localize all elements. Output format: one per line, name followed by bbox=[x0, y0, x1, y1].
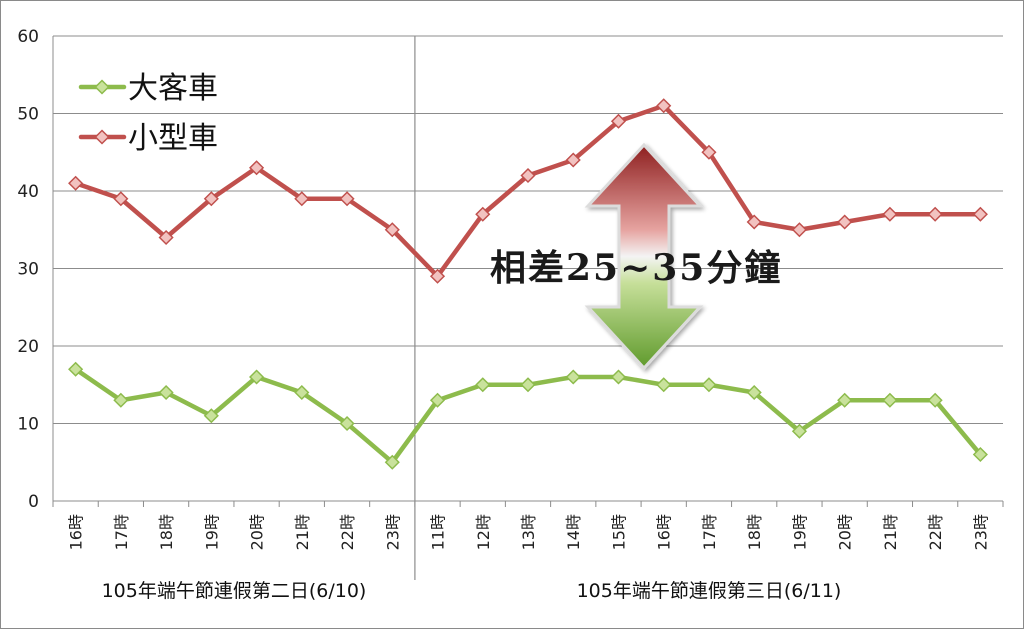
data-point bbox=[701, 144, 717, 160]
data-point bbox=[429, 392, 446, 408]
data-point bbox=[475, 377, 491, 393]
y-tick-label: 0 bbox=[28, 492, 39, 512]
data-point bbox=[520, 167, 536, 184]
x-tick-label: 19時 bbox=[790, 514, 809, 550]
data-point bbox=[384, 222, 400, 238]
data-point bbox=[203, 191, 219, 207]
axes bbox=[52, 36, 1004, 507]
y-axis-ticks: 0 10 20 30 40 50 60 bbox=[17, 27, 39, 512]
data-point bbox=[837, 214, 853, 230]
x-tick-label: 13時 bbox=[519, 514, 538, 550]
legend-label: 大客車 bbox=[128, 71, 218, 106]
data-point bbox=[249, 369, 265, 385]
y-tick-label: 20 bbox=[17, 337, 39, 357]
x-tick-label: 19時 bbox=[202, 514, 221, 550]
data-point bbox=[882, 392, 898, 408]
y-tick-label: 40 bbox=[17, 182, 39, 202]
data-point bbox=[656, 377, 672, 393]
data-point bbox=[791, 222, 807, 238]
data-point bbox=[294, 384, 310, 401]
data-point bbox=[791, 423, 807, 439]
series-bus bbox=[68, 361, 988, 470]
x-tick-label: 11時 bbox=[429, 514, 448, 550]
x-tick-label: 16時 bbox=[67, 514, 86, 550]
x-tick-label: 22時 bbox=[338, 514, 357, 550]
legend-swatch-marker bbox=[94, 79, 110, 95]
x-tick-label: 20時 bbox=[248, 514, 267, 550]
x-axis-groups: 105年端午節連假第二日(6/10) 105年端午節連假第三日(6/11) bbox=[102, 36, 842, 602]
x-tick-label: 17時 bbox=[112, 514, 131, 550]
difference-annotation: 相差25~35分鐘 bbox=[490, 247, 782, 289]
data-point bbox=[610, 369, 627, 385]
legend-item: 大客車 bbox=[78, 71, 218, 106]
x-tick-label: 18時 bbox=[745, 514, 764, 550]
series-car bbox=[68, 98, 988, 284]
data-point bbox=[339, 415, 355, 432]
difference-arrow bbox=[584, 142, 704, 371]
x-group-label: 105年端午節連假第二日(6/10) bbox=[102, 580, 367, 602]
legend-item: 小型車 bbox=[78, 121, 218, 156]
data-point bbox=[565, 369, 581, 385]
x-tick-label: 21時 bbox=[293, 514, 312, 550]
data-point bbox=[972, 206, 988, 222]
data-point bbox=[384, 454, 400, 470]
x-tick-label: 16時 bbox=[655, 514, 674, 550]
x-tick-label: 23時 bbox=[971, 514, 990, 550]
gridlines bbox=[53, 35, 1003, 424]
data-point bbox=[972, 446, 988, 463]
legend-swatch-marker bbox=[94, 129, 110, 145]
data-point bbox=[927, 206, 943, 222]
data-point bbox=[113, 392, 129, 408]
data-point bbox=[475, 206, 491, 222]
data-point bbox=[249, 160, 265, 176]
data-point bbox=[746, 214, 762, 230]
series-layer bbox=[68, 98, 988, 470]
y-tick-label: 10 bbox=[17, 415, 39, 435]
data-point bbox=[429, 268, 446, 284]
x-axis-ticks: 16時 17時 18時 19時 20時 21時 22時 23時 11時 12時 13時 14時 15時 1… bbox=[67, 514, 991, 550]
legend-label: 小型車 bbox=[128, 121, 218, 156]
data-point bbox=[294, 191, 310, 207]
data-point bbox=[565, 152, 581, 168]
x-tick-label: 20時 bbox=[836, 514, 855, 550]
data-point bbox=[158, 229, 174, 246]
x-tick-label: 18時 bbox=[157, 514, 176, 550]
double-arrow-shape bbox=[584, 142, 704, 371]
y-tick-label: 50 bbox=[17, 105, 39, 125]
data-point bbox=[837, 392, 853, 408]
data-point bbox=[656, 98, 672, 114]
data-point bbox=[610, 113, 627, 129]
data-point bbox=[520, 377, 536, 393]
data-point bbox=[701, 377, 717, 393]
data-point bbox=[68, 175, 84, 191]
data-point bbox=[68, 361, 84, 377]
x-tick-label: 21時 bbox=[881, 514, 900, 550]
data-point bbox=[158, 384, 174, 401]
x-tick-label: 15時 bbox=[609, 514, 628, 550]
y-tick-label: 60 bbox=[17, 27, 39, 47]
x-tick-label: 12時 bbox=[474, 514, 493, 550]
data-point bbox=[927, 392, 943, 408]
x-group-label: 105年端午節連假第三日(6/11) bbox=[577, 580, 842, 602]
data-point bbox=[113, 191, 129, 207]
data-point bbox=[203, 408, 219, 424]
x-tick-label: 14時 bbox=[564, 514, 583, 550]
y-tick-label: 30 bbox=[17, 260, 39, 280]
x-tick-label: 17時 bbox=[700, 514, 719, 550]
data-point bbox=[339, 191, 355, 207]
x-tick-label: 23時 bbox=[383, 514, 402, 550]
data-point bbox=[746, 384, 762, 401]
data-point bbox=[882, 206, 898, 222]
x-tick-label: 22時 bbox=[926, 514, 945, 550]
